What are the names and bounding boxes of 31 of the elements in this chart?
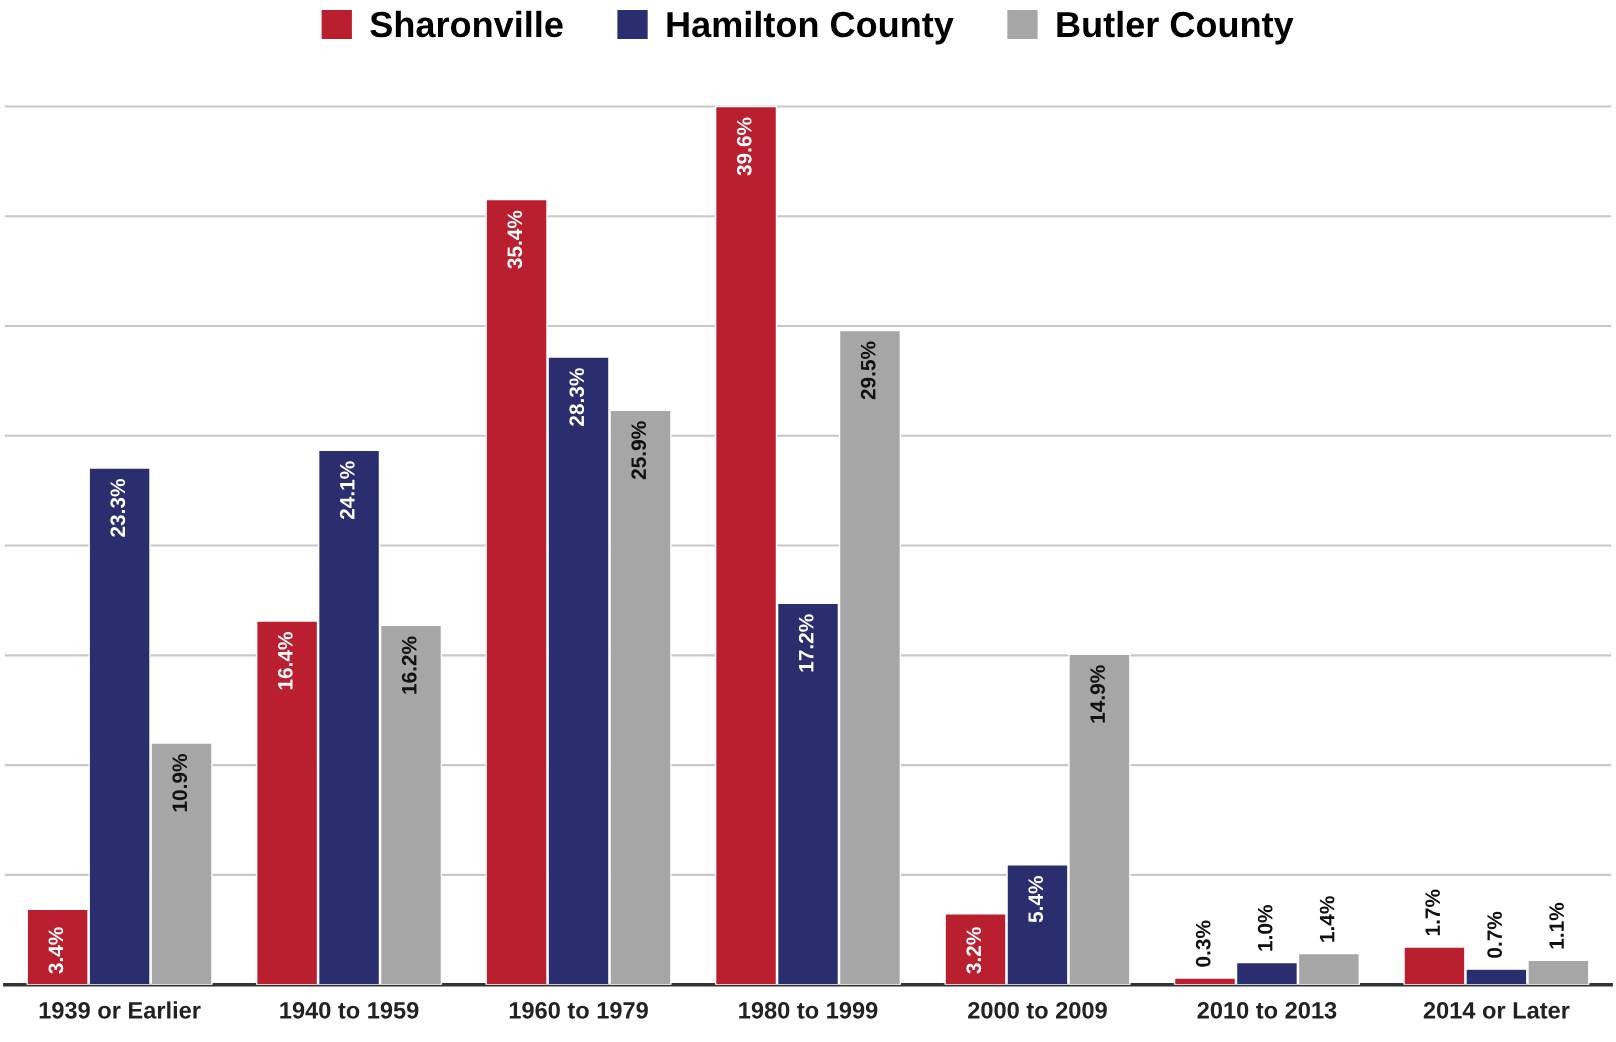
data-label: 28.3% <box>569 368 585 426</box>
data-label: 1.1% <box>1549 902 1564 949</box>
data-label: 35.4% <box>507 210 523 269</box>
data-label: 24.1% <box>339 461 355 520</box>
legend-label: Hamilton County <box>667 10 954 45</box>
x-tick-label: 1980 to 1999 <box>739 1001 878 1019</box>
x-tick-label: 1939 or Earlier <box>39 1001 201 1019</box>
data-label: 1.0% <box>1257 905 1273 951</box>
data-label: 5.4% <box>1028 876 1044 923</box>
data-label: 29.5% <box>860 341 876 400</box>
legend-label: Butler County <box>1057 10 1294 45</box>
data-label: 1.7% <box>1425 889 1441 936</box>
data-label: 0.3% <box>1195 920 1211 967</box>
data-label: 10.9% <box>172 754 188 812</box>
data-label: 39.6% <box>736 117 752 176</box>
x-tick-label: 2000 to 2009 <box>968 1001 1107 1019</box>
data-label: 17.2% <box>798 614 814 672</box>
data-label: 0.7% <box>1487 911 1503 958</box>
data-label: 25.9% <box>631 421 647 480</box>
x-tick-label: 1940 to 1959 <box>280 1001 419 1019</box>
data-label: 3.4% <box>48 927 64 974</box>
data-label: 16.2% <box>401 636 417 694</box>
x-tick-label: 2010 to 2013 <box>1197 1001 1337 1019</box>
data-label: 23.3% <box>110 479 126 537</box>
data-label: 3.2% <box>966 927 982 974</box>
data-label: 16.4% <box>277 632 293 690</box>
data-label: 1.4% <box>1319 896 1335 942</box>
legend-label: Sharonville <box>370 10 563 38</box>
x-tick-label: 1960 to 1979 <box>509 1001 648 1019</box>
x-tick-label: 2014 or Later <box>1423 1001 1570 1019</box>
data-label: 14.9% <box>1090 665 1106 723</box>
